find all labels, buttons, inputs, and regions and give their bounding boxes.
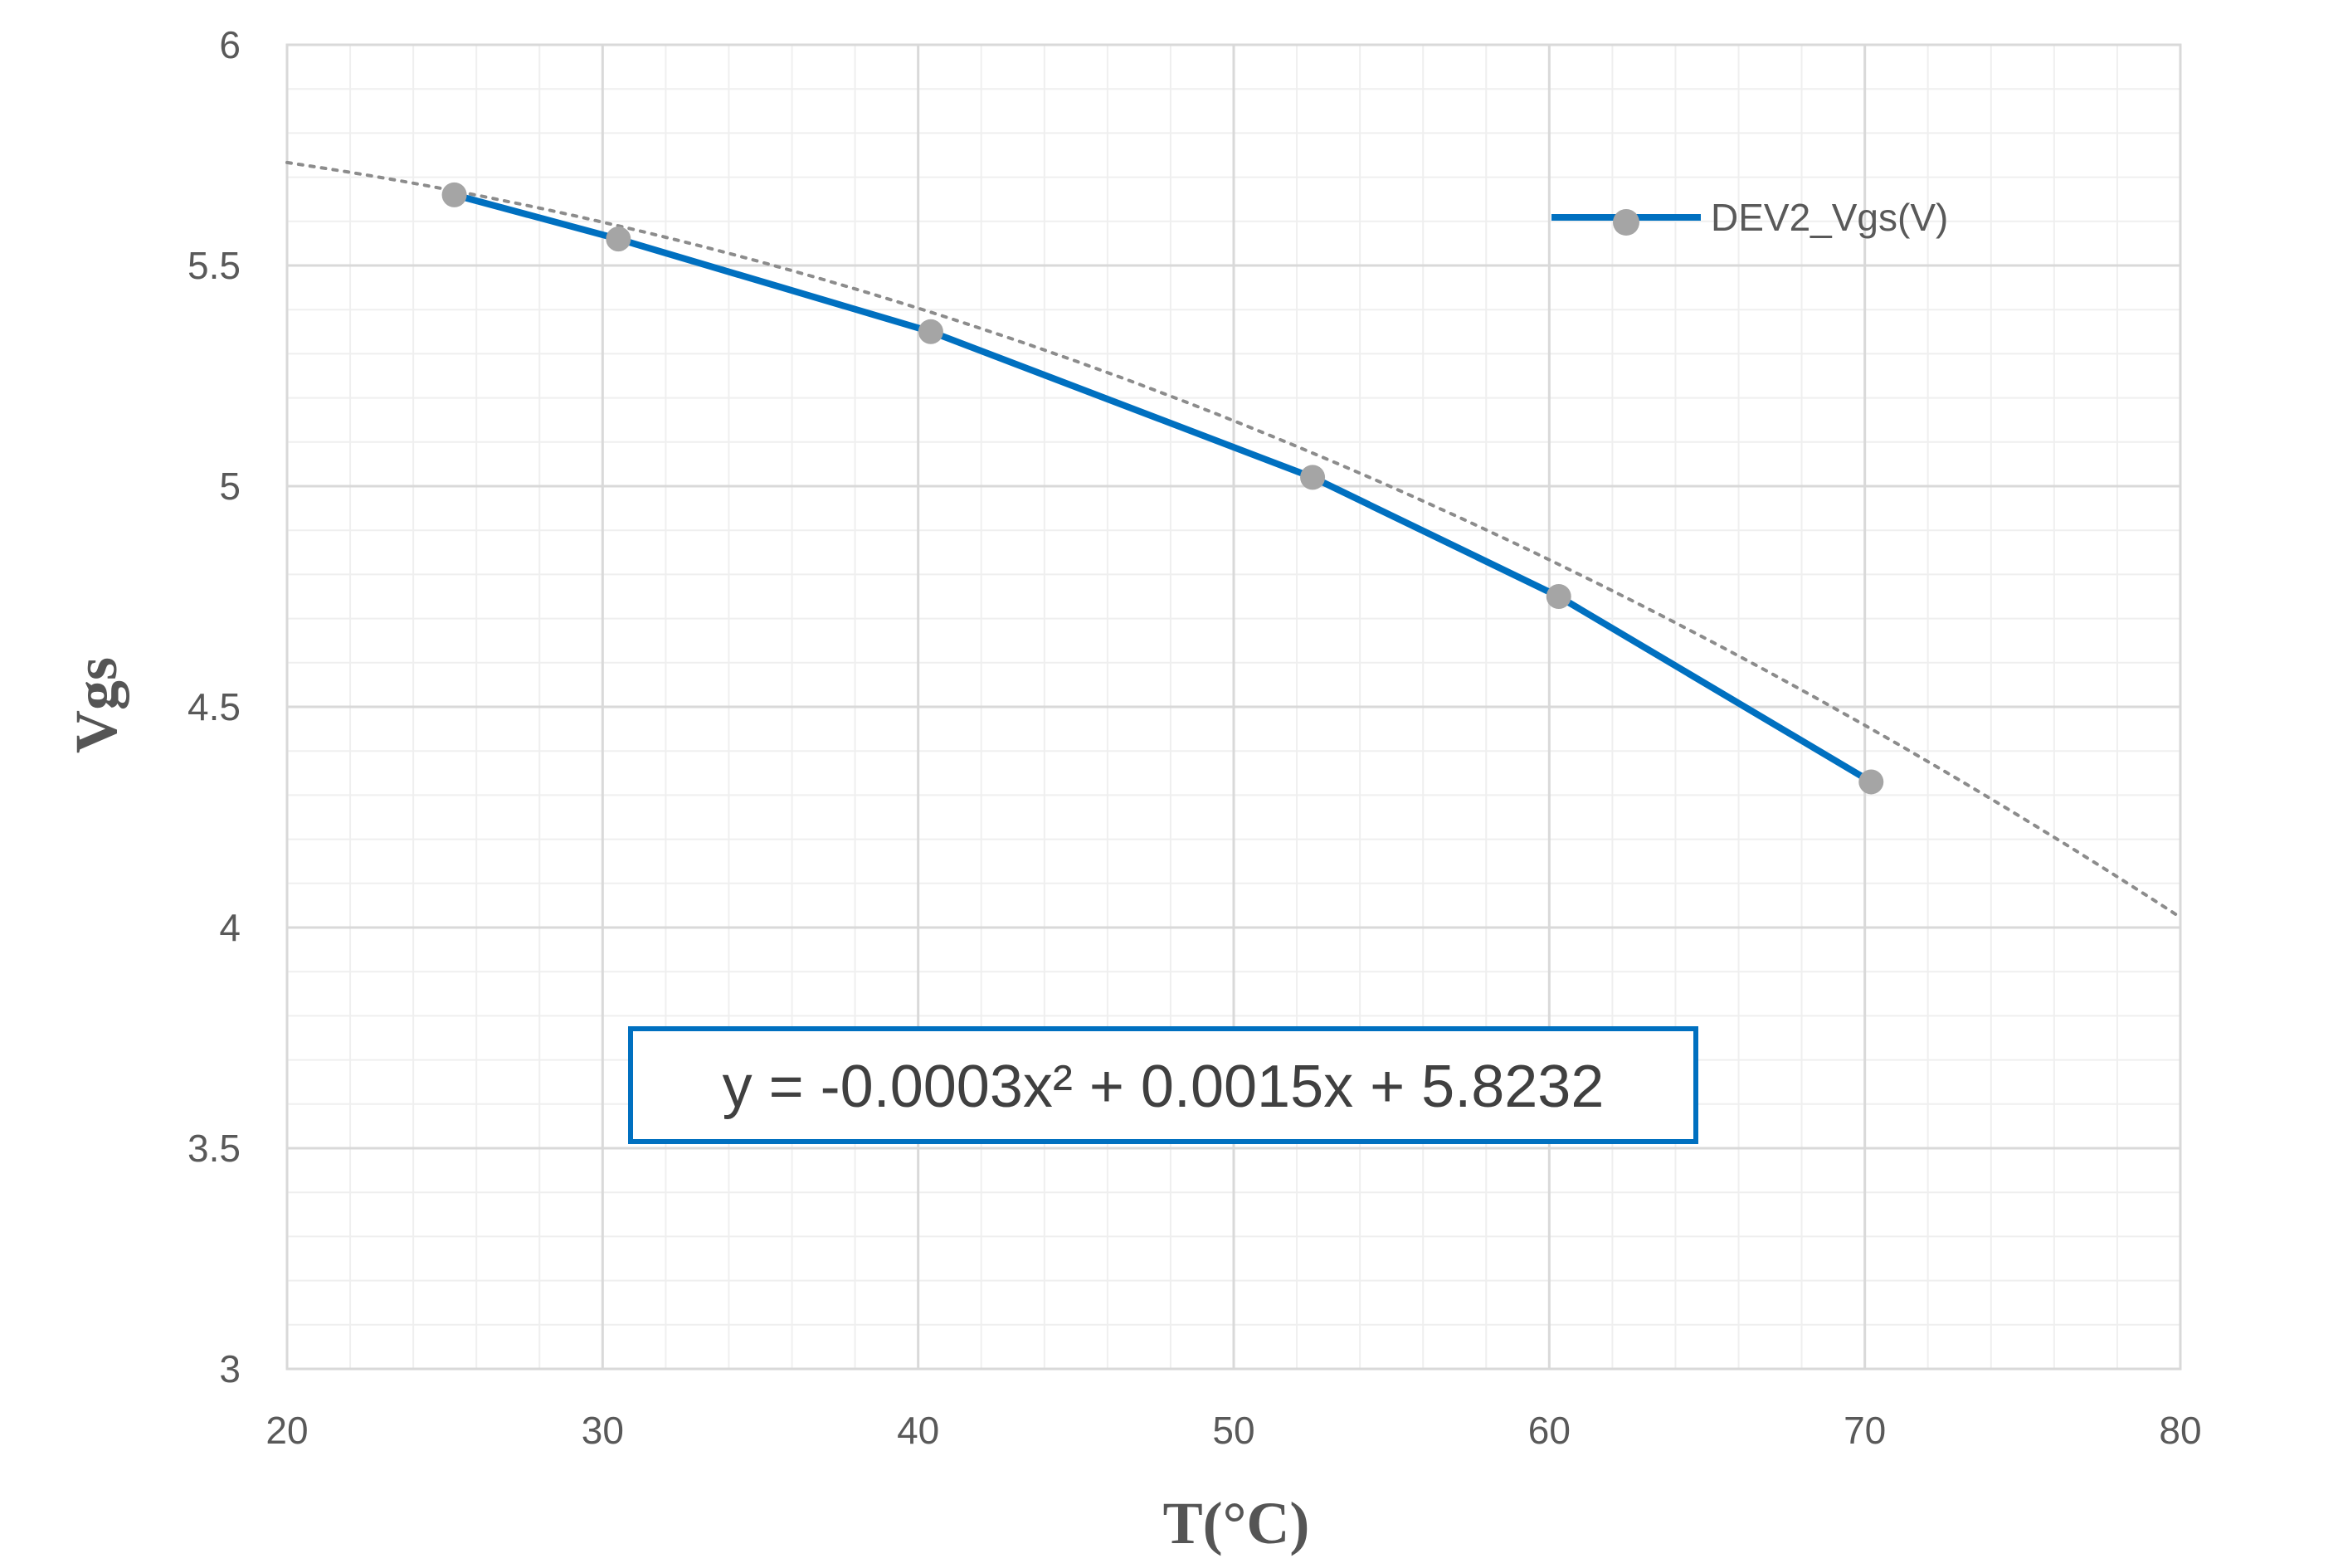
series-line xyxy=(451,191,1875,786)
data-point xyxy=(606,226,631,252)
y-tick-label: 4 xyxy=(219,906,241,949)
x-axis-ticks: 20 30 40 50 60 70 80 xyxy=(265,1409,2201,1452)
x-tick-label: 30 xyxy=(582,1409,624,1452)
legend-marker-swatch xyxy=(1613,209,1639,236)
major-gridlines xyxy=(285,43,2182,1371)
equation-label: y = -0.0003x² + 0.0015x + 5.8232 xyxy=(723,1054,1605,1120)
y-axis-title: Vgs xyxy=(63,657,129,753)
legend-label: DEV2_Vgs(V) xyxy=(1711,196,1948,239)
data-point xyxy=(1858,769,1884,795)
y-axis-ticks: 3 3.5 4 4.5 5 5.5 6 xyxy=(188,23,241,1390)
data-point xyxy=(1546,584,1571,609)
x-tick-label: 80 xyxy=(2159,1409,2201,1452)
x-tick-label: 70 xyxy=(1844,1409,1886,1452)
data-point xyxy=(1300,465,1326,490)
y-tick-label: 3.5 xyxy=(188,1127,241,1170)
x-tick-label: 60 xyxy=(1528,1409,1571,1452)
data-point xyxy=(918,319,943,344)
y-tick-label: 6 xyxy=(219,23,241,66)
trendline-equation: y = -0.0003x² + 0.0015x + 5.8232 xyxy=(628,1026,1698,1144)
y-tick-label: 5 xyxy=(219,465,241,508)
legend: DEV2_Vgs(V) xyxy=(1551,196,1948,239)
y-tick-label: 5.5 xyxy=(188,244,241,287)
trendline xyxy=(285,160,2182,919)
plot-area-border xyxy=(285,43,2182,1371)
y-tick-label: 3 xyxy=(219,1347,241,1390)
x-tick-label: 40 xyxy=(897,1409,939,1452)
equation-box xyxy=(628,1026,1698,1144)
data-point xyxy=(441,182,467,207)
x-tick-label: 20 xyxy=(265,1409,308,1452)
series-layer xyxy=(441,182,1884,795)
x-tick-label: 50 xyxy=(1212,1409,1254,1452)
x-axis-title: T(°C) xyxy=(1163,1490,1310,1556)
y-tick-label: 4.5 xyxy=(188,685,241,728)
